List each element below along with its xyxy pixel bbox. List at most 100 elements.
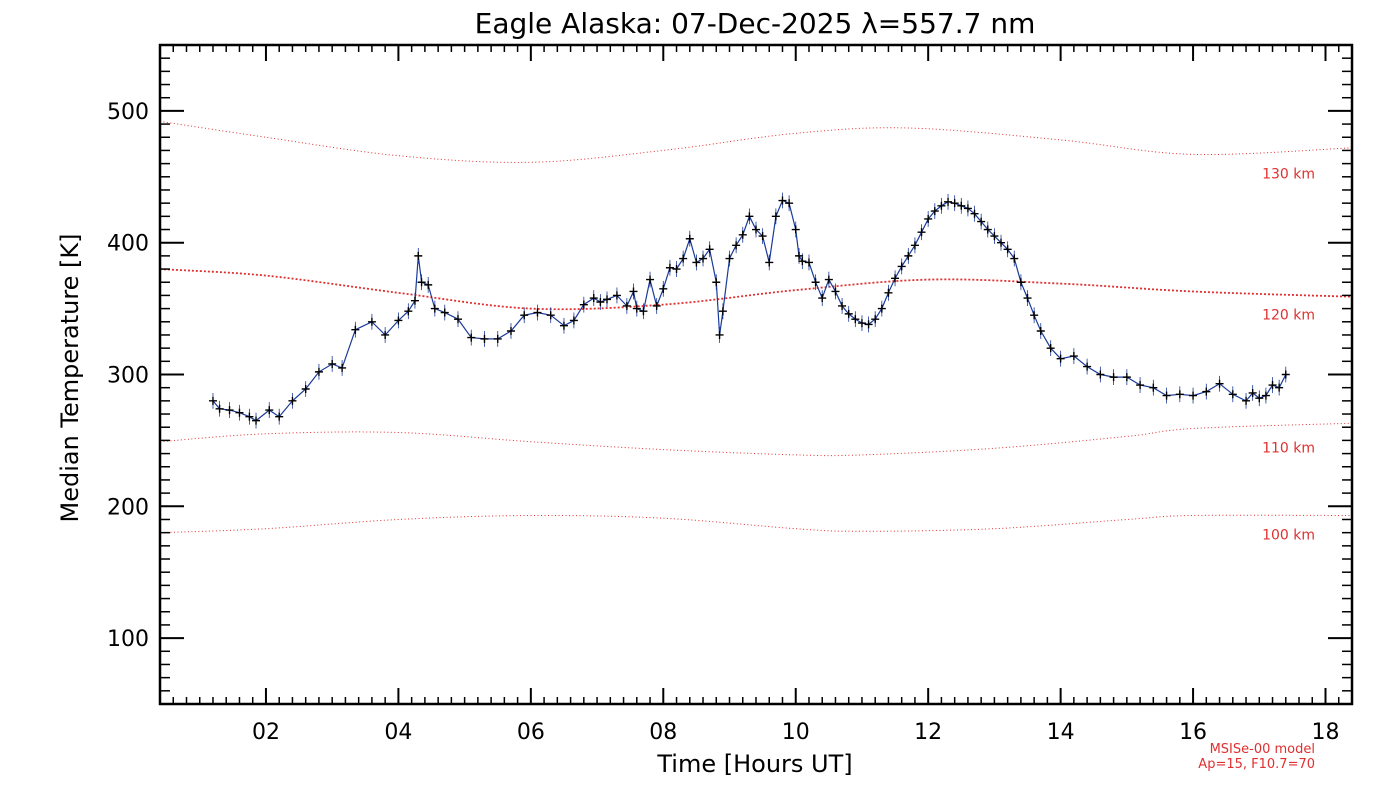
data-point xyxy=(1242,396,1251,405)
data-point xyxy=(265,406,274,415)
model-params-note: Ap=15, F10.7=70 xyxy=(1198,757,1315,772)
model-label-120-km: 120 km xyxy=(1262,307,1315,323)
data-point xyxy=(665,263,674,272)
x-tick-label: 12 xyxy=(914,720,942,745)
data-point xyxy=(811,278,820,287)
data-point xyxy=(1261,391,1270,400)
data-point xyxy=(245,412,254,421)
x-tick-label: 16 xyxy=(1179,720,1207,745)
data-point xyxy=(997,238,1006,247)
data-point xyxy=(771,212,780,221)
data-point xyxy=(424,280,433,289)
data-point xyxy=(871,315,880,324)
x-tick-label: 18 xyxy=(1312,720,1340,745)
data-point xyxy=(963,204,972,213)
data-point xyxy=(715,330,724,339)
axis-ticks: 130 km 120 km 110 km 100 km 02 04 06 08 10 12 14 16… xyxy=(107,45,1352,745)
data-point xyxy=(394,316,403,325)
data-point xyxy=(646,275,655,284)
data-point xyxy=(467,333,476,342)
data-point xyxy=(785,199,794,208)
data-point xyxy=(1248,388,1257,397)
data-point xyxy=(725,254,734,263)
y-tick-label: 300 xyxy=(107,364,149,389)
data-point xyxy=(1268,381,1277,390)
data-point xyxy=(910,241,919,250)
data-point xyxy=(891,274,900,283)
data-point xyxy=(877,304,886,313)
data-point xyxy=(1003,245,1012,254)
data-point xyxy=(1275,383,1284,392)
data-point xyxy=(639,307,648,316)
data-point xyxy=(1010,254,1019,263)
data-point xyxy=(983,225,992,234)
y-tick-label: 100 xyxy=(107,627,149,652)
data-point xyxy=(917,228,926,237)
data-point xyxy=(732,241,741,250)
data-point xyxy=(629,287,638,296)
data-point xyxy=(1016,278,1025,287)
data-point xyxy=(404,307,413,316)
data-point xyxy=(699,254,708,263)
data-point xyxy=(208,396,217,405)
data-point xyxy=(1189,391,1198,400)
data-point xyxy=(851,315,860,324)
data-point xyxy=(410,296,419,305)
data-point xyxy=(454,315,462,324)
data-point xyxy=(1228,390,1237,399)
data-point xyxy=(705,245,714,254)
data-point xyxy=(288,396,297,405)
data-point xyxy=(1162,391,1171,400)
model-note: MSISe-00 model xyxy=(1210,742,1315,757)
model-curve-130-km xyxy=(160,120,1352,163)
x-tick-label: 04 xyxy=(384,720,412,745)
data-point xyxy=(367,317,376,326)
data-point xyxy=(603,295,611,304)
data-point xyxy=(864,320,873,329)
data-point xyxy=(679,254,688,263)
data-point xyxy=(1136,381,1145,390)
model-label-110-km: 110 km xyxy=(1262,441,1315,457)
data-point xyxy=(778,196,787,205)
data-point xyxy=(480,334,489,343)
data-point xyxy=(1056,354,1065,363)
x-tick-label: 06 xyxy=(517,720,545,745)
data-point xyxy=(1109,373,1118,382)
data-point xyxy=(652,301,661,310)
data-point xyxy=(569,316,578,325)
data-point xyxy=(957,201,966,210)
data-point xyxy=(685,234,694,243)
data-point xyxy=(1202,387,1211,396)
data-point xyxy=(533,308,542,317)
data-point xyxy=(520,311,529,320)
data-point xyxy=(417,278,426,287)
model-curves xyxy=(160,120,1352,534)
data-point xyxy=(225,406,234,415)
observed-series xyxy=(208,0,1290,429)
data-point xyxy=(765,258,774,267)
data-point xyxy=(275,412,284,421)
data-point xyxy=(493,334,502,343)
model-curve-120-km xyxy=(160,268,1352,311)
data-point xyxy=(831,287,840,296)
data-point xyxy=(970,209,979,218)
data-point xyxy=(1046,344,1055,353)
data-point xyxy=(857,319,866,328)
x-axis-label: Time [Hours UT] xyxy=(656,750,852,778)
data-point xyxy=(612,291,621,300)
data-point xyxy=(659,284,668,293)
data-point xyxy=(758,232,767,241)
data-point xyxy=(506,327,515,336)
chart-title: Eagle Alaska: 07-Dec-2025 λ=557.7 nm xyxy=(475,7,1036,40)
model-label-100-km: 100 km xyxy=(1262,528,1315,544)
data-point xyxy=(1255,394,1264,403)
x-tick-label: 08 xyxy=(649,720,677,745)
x-tick-label: 10 xyxy=(782,720,810,745)
data-point xyxy=(897,262,906,271)
data-point xyxy=(745,212,754,221)
data-point xyxy=(381,330,390,339)
data-point xyxy=(1149,383,1158,392)
data-point xyxy=(546,311,555,320)
data-point xyxy=(1281,370,1290,379)
axes xyxy=(158,43,1354,706)
